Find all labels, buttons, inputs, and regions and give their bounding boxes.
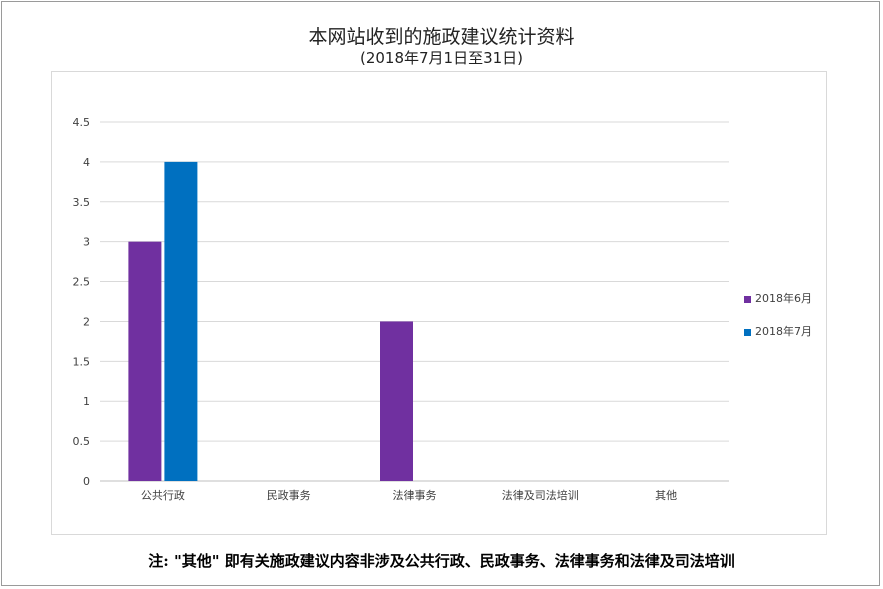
footnote: 注: "其他" 即有关施政建议内容非涉及公共行政、民政事务、法律事务和法律及司法… <box>148 552 735 570</box>
x-tick-label: 民政事务 <box>267 488 311 502</box>
y-tick-label: 3 <box>83 236 90 249</box>
y-tick-label: 4.5 <box>73 116 91 129</box>
bar-june <box>128 241 162 481</box>
y-tick-label: 0.5 <box>73 435 91 448</box>
bar-june <box>380 321 413 481</box>
x-tick-label: 法律及司法培训 <box>502 488 579 502</box>
chart-subtitle: (2018年7月1日至31日) <box>359 49 524 67</box>
x-tick-label: 其他 <box>655 489 677 502</box>
legend-swatch-july <box>744 328 751 336</box>
y-tick-label: 4 <box>83 156 90 169</box>
legend-swatch-june <box>744 295 751 303</box>
y-tick-label: 2.5 <box>73 276 91 289</box>
x-tick-label: 公共行政 <box>141 488 185 502</box>
x-tick-label: 法律事务 <box>393 488 437 502</box>
y-tick-label: 3.5 <box>73 196 91 209</box>
y-tick-label: 0 <box>83 475 90 488</box>
y-tick-label: 2 <box>83 315 90 328</box>
legend-label-july: 2018年7月 <box>755 325 812 338</box>
chart-title: 本网站收到的施政建议统计资料 <box>308 26 575 48</box>
bar-july <box>164 161 198 481</box>
legend-item-july: 2018年7月 <box>744 323 812 339</box>
y-tick-label: 1 <box>83 395 90 408</box>
legend-label-june: 2018年6月 <box>755 292 812 305</box>
legend-item-june: 2018年6月 <box>744 290 812 306</box>
y-tick-label: 1.5 <box>73 355 91 368</box>
